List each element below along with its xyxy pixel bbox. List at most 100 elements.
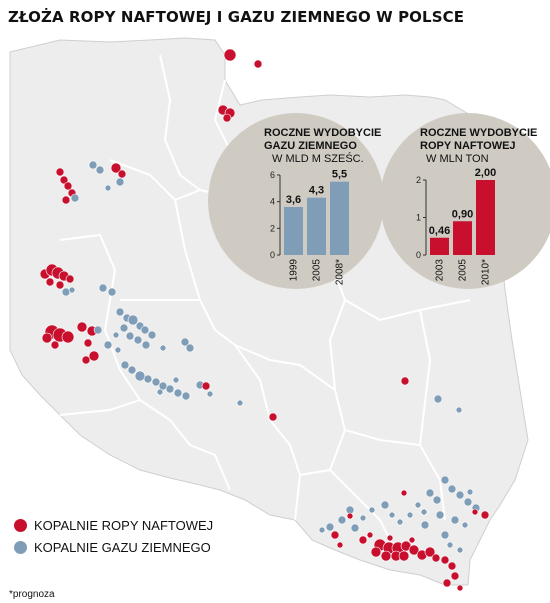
gas-deposit-marker — [88, 160, 98, 170]
gas-deposit-marker — [440, 475, 450, 485]
oil-deposit-marker — [253, 59, 263, 69]
oil-deposit-marker — [431, 553, 441, 563]
gas-deposit-marker — [173, 388, 183, 398]
gas-deposit-marker — [140, 325, 150, 335]
gas-deposit-marker — [156, 388, 164, 396]
oil-deposit-marker — [370, 546, 382, 558]
gas-deposit-marker — [165, 384, 175, 394]
oil-deposit-marker — [471, 508, 479, 516]
bar-value-label: 0,90 — [452, 208, 473, 220]
gas-deposit-marker — [151, 377, 161, 387]
gas-deposit-marker — [466, 488, 474, 496]
oil-deposit-marker — [59, 175, 69, 185]
oil-chart-unit: W MLN TON — [426, 153, 489, 165]
gas-deposit-marker — [127, 365, 137, 375]
footnote: *prognoza — [9, 589, 55, 600]
gas-deposit-marker — [433, 394, 443, 404]
oil-deposit-marker — [456, 584, 464, 592]
oil-chart-title-line2: ROPY NAFTOWEJ — [420, 140, 516, 152]
oil-deposit-marker — [76, 321, 88, 333]
page-title: ZŁOŻA ROPY NAFTOWEJ I GAZU ZIEMNEGO W PO… — [8, 8, 465, 26]
gas-deposit-marker — [147, 330, 157, 340]
oil-deposit-marker — [223, 48, 237, 62]
gas-deposit-marker — [461, 521, 469, 529]
gas-deposit-marker — [420, 508, 428, 516]
gas-deposit-marker — [456, 546, 464, 554]
gas-deposit-marker — [406, 511, 414, 519]
oil-deposit-marker — [45, 277, 55, 287]
gas-deposit-marker — [115, 307, 125, 317]
gas-deposit-marker — [325, 522, 335, 532]
oil-deposit-marker — [366, 531, 374, 539]
oil-deposit-marker — [442, 578, 452, 588]
gas-deposit-marker — [446, 541, 454, 549]
oil-legend-label: KOPALNIE ROPY NAFTOWEJ — [34, 518, 214, 533]
legend-gas: KOPALNIE GAZU ZIEMNEGO — [14, 540, 211, 555]
oil-production-chart: ROCZNE WYDOBYCIE ROPY NAFTOWEJ W MLN TON… — [416, 127, 537, 285]
gas-deposit-marker — [70, 193, 80, 203]
y-tick-label: 2 — [270, 223, 275, 233]
oil-deposit-marker — [346, 512, 354, 520]
oil-deposit-marker — [400, 376, 410, 386]
gas-deposit-marker — [450, 515, 460, 525]
oil-deposit-marker — [61, 330, 75, 344]
gas-deposit-marker — [206, 390, 214, 398]
oil-deposit-marker — [41, 332, 53, 344]
bar-category-label: 2008* — [335, 259, 346, 285]
oil-chart-title: ROCZNE WYDOBYCIE — [420, 127, 537, 139]
oil-deposit-marker — [268, 412, 278, 422]
oil-deposit-marker — [83, 338, 93, 348]
bar-value-label: 2,00 — [475, 167, 496, 179]
gas-deposit-marker — [143, 374, 153, 384]
gas-chart-title: ROCZNE WYDOBYCIE — [264, 127, 381, 139]
bar-category-label: 1999 — [289, 259, 300, 282]
gas-deposit-marker — [95, 165, 105, 175]
oil-deposit-marker — [65, 274, 75, 284]
oil-deposit-marker — [50, 340, 60, 350]
gas-production-chart: ROCZNE WYDOBYCIE GAZU ZIEMNEGO W MLD M S… — [264, 127, 381, 285]
gas-deposit-marker — [396, 518, 404, 526]
gas-deposit-marker — [120, 360, 130, 370]
gas-deposit-marker — [133, 335, 143, 345]
oil-deposit-marker — [117, 169, 127, 179]
gas-deposit-marker — [107, 287, 117, 297]
oil-deposit-marker — [480, 510, 490, 520]
gas-deposit-marker — [380, 500, 390, 510]
oil-deposit-marker — [408, 536, 416, 544]
gas-deposit-marker — [368, 506, 376, 514]
oil-inset-circle — [380, 113, 550, 289]
oil-deposit-marker — [55, 280, 65, 290]
y-tick-label: 4 — [270, 197, 275, 207]
gas-deposit-marker — [447, 484, 457, 494]
gas-deposit-marker — [181, 391, 191, 401]
oil-deposit-marker — [450, 571, 460, 581]
y-tick-label: 0 — [270, 250, 275, 260]
gas-deposit-marker — [98, 283, 108, 293]
gas-deposit-marker — [420, 520, 430, 530]
oil-deposit-marker — [440, 555, 450, 565]
gas-deposit-marker — [127, 314, 139, 326]
y-tick-label: 2 — [416, 175, 421, 185]
gas-legend-label: KOPALNIE GAZU ZIEMNEGO — [34, 540, 211, 555]
gas-deposit-marker — [463, 497, 473, 507]
gas-deposit-marker — [236, 399, 244, 407]
bar-category-label: 2003 — [435, 259, 446, 282]
bar — [330, 181, 349, 255]
oil-deposit-marker — [386, 534, 394, 542]
gas-deposit-marker — [104, 184, 112, 192]
gas-deposit-marker — [455, 490, 465, 500]
oil-deposit-marker — [447, 561, 457, 571]
bar — [307, 197, 326, 255]
gas-deposit-marker — [185, 343, 195, 353]
gas-deposit-marker — [159, 344, 167, 352]
oil-deposit-marker — [88, 350, 100, 362]
bar-category-label: 2010* — [481, 259, 492, 285]
bar-category-label: 2005 — [458, 259, 469, 282]
gas-deposit-marker — [425, 488, 435, 498]
oil-deposit-marker — [222, 113, 232, 123]
gas-deposit-marker — [172, 376, 180, 384]
gas-deposit-marker — [103, 340, 113, 350]
y-tick-label: 1 — [416, 213, 421, 223]
oil-deposit-marker — [380, 550, 392, 562]
